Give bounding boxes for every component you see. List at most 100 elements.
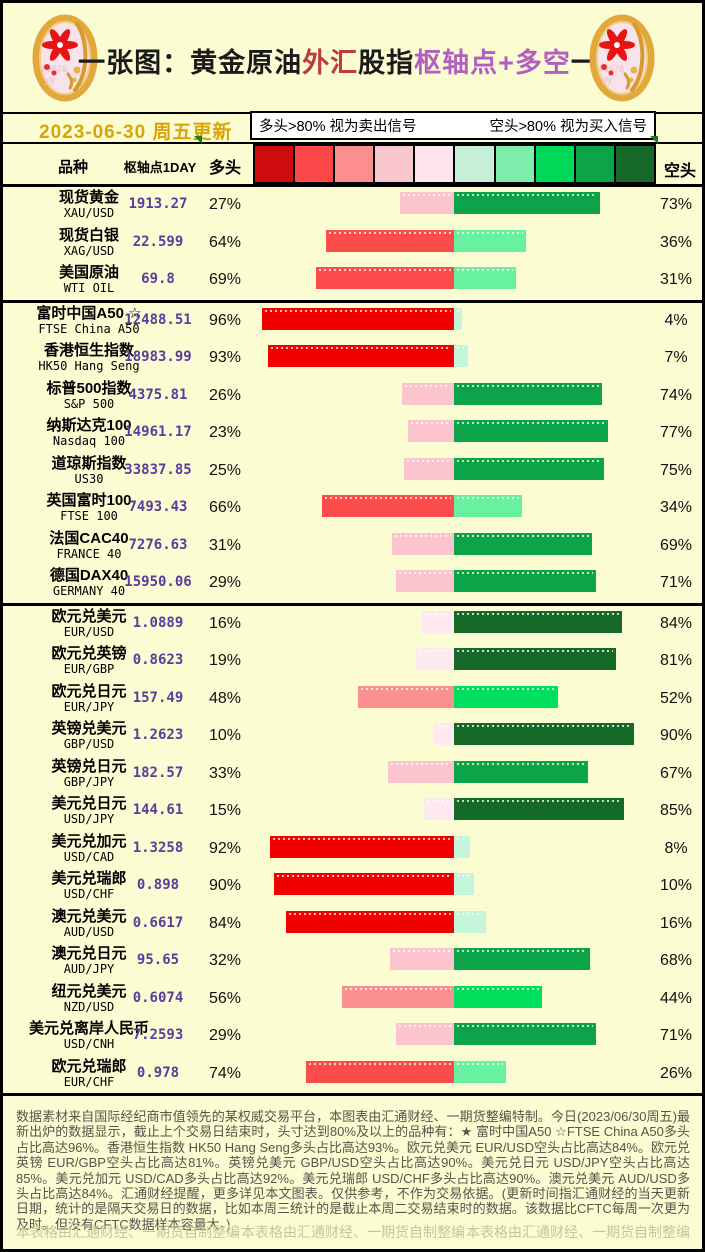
short-bar [454, 307, 462, 330]
bar-dots [457, 762, 585, 765]
table-row: 现货白银 XAG/USD 22.599 64% 36% [3, 225, 702, 263]
section-indices: 富时中国A50 ☆ FTSE China A50 12488.51 96% 4% 香港恒生… [3, 303, 702, 606]
short-percent: 84% [659, 614, 693, 632]
legend-scale-block [293, 144, 336, 184]
table-row: 美元兑日元 USD/JPY 144.61 15% 85% [3, 793, 702, 831]
instrument-cell: 澳元兑日元 AUD/JPY [7, 946, 171, 977]
instrument-cell: 富时中国A50 ☆ FTSE China A50 [7, 305, 171, 336]
instrument-name-cn: 法国CAC40 [49, 529, 129, 547]
instrument-code: USD/JPY [63, 812, 115, 826]
long-bar [402, 382, 454, 405]
bar-dots [457, 837, 467, 840]
instrument-name-cn: 英镑兑日元 [51, 757, 127, 775]
instrument-code: XAG/USD [63, 243, 115, 258]
bar-dots [271, 347, 451, 349]
pivot-value: 7276.63 [128, 536, 188, 553]
watermark-text: 本表格由汇通财经、一期货自制整编 [16, 1224, 240, 1240]
pivot-value: 22.599 [132, 233, 184, 250]
comment-marker-icon [194, 136, 202, 144]
title-segment: 枢轴点+多空 [414, 48, 571, 78]
bar-dots [425, 612, 451, 615]
watermark-text: 本表格由汇通财经、一期货自制整编 [466, 1224, 690, 1240]
instrument-code: HK50 Hang Seng [38, 359, 140, 373]
instrument-cell: 英镑兑美元 GBP/USD [7, 721, 171, 752]
bar-dots [329, 231, 451, 234]
short-bar [454, 873, 474, 895]
short-bar [454, 835, 470, 858]
short-percent: 90% [659, 727, 693, 744]
bar-dots [405, 384, 451, 387]
pivot-value: 18983.99 [124, 349, 192, 365]
table-row: 香港恒生指数 HK50 Hang Seng 18983.99 93% 7% [3, 340, 702, 378]
rows-container: 现货黄金 XAU/USD 1913.27 27% 73% 现货白银 XAG/USD 22.59… [3, 187, 702, 1096]
instrument-name-cn: 美元兑加元 [51, 832, 127, 850]
long-bar [286, 910, 454, 933]
table-row: 欧元兑英镑 EUR/GBP 0.8623 19% 81% [3, 643, 702, 681]
pivot-value: 14961.17 [124, 424, 192, 440]
instrument-name-cn: 德国DAX40 [49, 567, 129, 584]
long-bar [268, 345, 454, 367]
instrument-code: EUR/GBP [63, 662, 115, 676]
instrument-cell: 欧元兑瑞郎 EUR/CHF [7, 1058, 171, 1089]
table-row: 道琼斯指数 US30 33837.85 25% 75% [3, 453, 702, 491]
column-header-instrument: 品种 [57, 159, 88, 176]
bar-dots [399, 572, 451, 574]
long-percent: 32% [208, 952, 242, 969]
instrument-code: NZD/USD [63, 999, 115, 1014]
bar-dots [457, 269, 513, 271]
instrument-name-cn: 香港恒生指数 [43, 342, 134, 359]
instrument-cell: 美元兑离岸人民币 USD/CNH [7, 1021, 171, 1052]
table-row: 美元兑瑞郎 USD/CHF 0.898 90% 10% [3, 868, 702, 906]
instrument-code: EUR/USD [63, 624, 115, 639]
long-percent: 29% [208, 1027, 242, 1044]
long-bar [434, 723, 454, 745]
bar-dots [457, 800, 621, 802]
legend-scale-block [533, 144, 576, 184]
instrument-code: FRANCE 40 [56, 546, 122, 561]
long-percent: 96% [208, 311, 242, 329]
table-row: 现货黄金 XAU/USD 1913.27 27% 73% [3, 187, 702, 225]
column-header-pivot: 枢轴点1DAY [123, 160, 197, 175]
long-percent: 15% [208, 802, 242, 819]
watermark-row: 本表格由汇通财经、一期货自制整编 本表格由汇通财经、一期货自制整编 本表格由汇通… [16, 1222, 690, 1242]
instrument-cell: 法国CAC40 FRANCE 40 [7, 529, 171, 561]
short-bar [454, 985, 542, 1008]
instrument-cell: 欧元兑日元 EUR/JPY [7, 683, 171, 714]
instrument-cell: 美元兑加元 USD/CAD [7, 832, 171, 864]
bar-dots [457, 194, 597, 196]
instrument-name-cn: 现货黄金 [58, 189, 119, 206]
instrument-code: AUD/USD [63, 924, 115, 939]
instrument-cell: 美元兑日元 USD/JPY [7, 796, 171, 827]
short-percent: 16% [659, 914, 693, 932]
instrument-code: XAU/USD [63, 206, 115, 220]
instrument-name-cn: 道琼斯指数 [51, 454, 127, 472]
short-bar [454, 1060, 506, 1083]
long-percent: 74% [208, 1064, 242, 1082]
pivot-value: 7.2593 [132, 1027, 184, 1043]
instrument-cell: 欧元兑英镑 EUR/GBP [7, 646, 171, 677]
bar-dots [399, 1025, 451, 1027]
short-percent: 26% [659, 1064, 693, 1082]
bar-dots [419, 650, 451, 652]
legend-color-scale [253, 144, 656, 184]
long-bar [396, 570, 454, 592]
bar-dots [361, 687, 451, 690]
footer: 数据素材来自国际经纪商市值领先的某权威交易平台，本图表由汇通财经、一期货整编特制… [3, 1096, 702, 1249]
short-percent: 8% [664, 839, 688, 857]
short-bar [454, 457, 604, 480]
pivot-value: 0.898 [136, 877, 180, 893]
instrument-cell: 德国DAX40 GERMANY 40 [7, 567, 171, 599]
table-row: 英镑兑美元 GBP/USD 1.2623 10% 90% [3, 718, 702, 756]
signal-legend: 多头>80% 视为卖出信号 空头>80% 视为买入信号 [250, 111, 656, 140]
bar-dots [309, 1062, 451, 1065]
instrument-code: USD/CAD [63, 849, 115, 864]
bar-dots [457, 534, 589, 537]
short-bar [454, 382, 602, 405]
short-percent: 73% [659, 196, 693, 213]
table-row: 标普500指数 S&P 500 4375.81 26% 74% [3, 378, 702, 416]
long-bar [274, 873, 454, 895]
brand-coin-logo-icon: Fx678 yly [30, 12, 100, 104]
short-percent: 31% [659, 271, 693, 288]
long-percent: 69% [208, 271, 242, 288]
long-bar [322, 495, 454, 517]
